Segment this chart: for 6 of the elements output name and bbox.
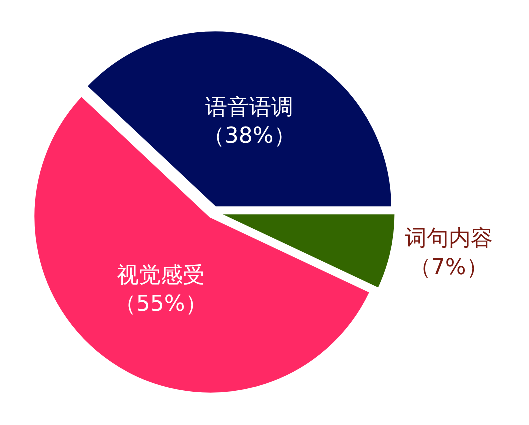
data-label: （55%） bbox=[114, 292, 208, 317]
slice-label: 语音语调 bbox=[205, 96, 294, 121]
data-label: （38%） bbox=[202, 124, 296, 150]
data-label: （7%） bbox=[409, 255, 488, 280]
slice-label: 视觉感受 bbox=[116, 263, 205, 288]
slice-label: 词句内容 bbox=[404, 226, 493, 252]
